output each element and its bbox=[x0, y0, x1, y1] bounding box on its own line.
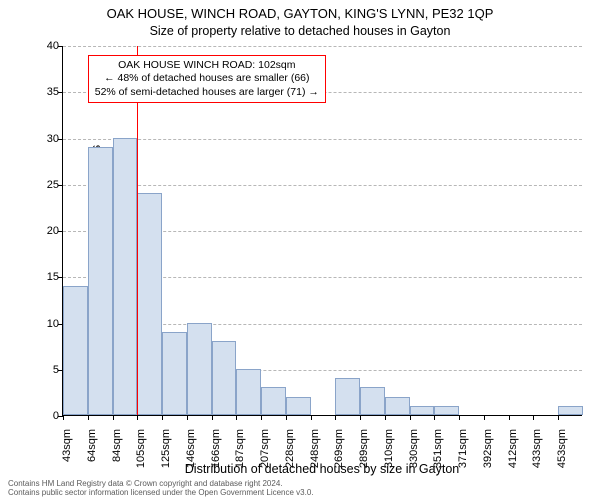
x-tick-mark bbox=[459, 415, 460, 420]
y-tick-label: 40 bbox=[47, 40, 59, 52]
x-axis-label: Distribution of detached houses by size … bbox=[62, 462, 582, 476]
histogram-bar bbox=[137, 193, 162, 415]
x-tick-mark bbox=[484, 415, 485, 420]
chart-subtitle: Size of property relative to detached ho… bbox=[0, 24, 600, 38]
x-tick-mark bbox=[212, 415, 213, 420]
histogram-bar bbox=[63, 286, 88, 416]
y-tick-label: 15 bbox=[47, 271, 59, 283]
x-tick-mark bbox=[558, 415, 559, 420]
x-tick-mark bbox=[187, 415, 188, 420]
x-tick-mark bbox=[113, 415, 114, 420]
x-tick-mark bbox=[137, 415, 138, 420]
histogram-bar bbox=[558, 406, 583, 415]
x-tick-label: 64sqm bbox=[86, 424, 98, 462]
histogram-bar bbox=[162, 332, 187, 415]
chart-title: OAK HOUSE, WINCH ROAD, GAYTON, KING'S LY… bbox=[0, 6, 600, 21]
x-tick-mark bbox=[236, 415, 237, 420]
x-tick-mark bbox=[63, 415, 64, 420]
x-tick-mark bbox=[385, 415, 386, 420]
y-tick-label: 10 bbox=[47, 318, 59, 330]
gridline bbox=[63, 46, 582, 47]
x-tick-mark bbox=[335, 415, 336, 420]
x-tick-mark bbox=[509, 415, 510, 420]
histogram-bar bbox=[261, 387, 286, 415]
histogram-bar bbox=[410, 406, 435, 415]
gridline bbox=[63, 185, 582, 186]
x-tick-label: 84sqm bbox=[111, 424, 123, 462]
y-tick-label: 0 bbox=[53, 410, 59, 422]
gridline bbox=[63, 139, 582, 140]
histogram-bar bbox=[88, 147, 113, 415]
histogram-bar bbox=[360, 387, 385, 415]
callout-line-3: 52% of semi-detached houses are larger (… bbox=[95, 86, 319, 99]
plot-area: 051015202530354043sqm64sqm84sqm105sqm125… bbox=[62, 46, 582, 416]
footer-line-2: Contains public sector information licen… bbox=[8, 488, 314, 497]
x-tick-mark bbox=[533, 415, 534, 420]
histogram-bar bbox=[335, 378, 360, 415]
y-tick-label: 20 bbox=[47, 225, 59, 237]
histogram-bar bbox=[113, 138, 138, 416]
footer-line-1: Contains HM Land Registry data © Crown c… bbox=[8, 479, 314, 488]
histogram-bar bbox=[385, 397, 410, 416]
x-tick-mark bbox=[434, 415, 435, 420]
callout-line-1: OAK HOUSE WINCH ROAD: 102sqm bbox=[95, 59, 319, 72]
x-tick-label: 43sqm bbox=[61, 424, 73, 462]
x-tick-mark bbox=[410, 415, 411, 420]
histogram-bar bbox=[434, 406, 459, 415]
x-tick-mark bbox=[162, 415, 163, 420]
footer-attribution: Contains HM Land Registry data © Crown c… bbox=[8, 479, 314, 497]
x-tick-mark bbox=[360, 415, 361, 420]
x-tick-mark bbox=[286, 415, 287, 420]
histogram-bar bbox=[236, 369, 261, 415]
histogram-bar bbox=[286, 397, 311, 416]
y-tick-label: 5 bbox=[53, 364, 59, 376]
histogram-bar bbox=[212, 341, 237, 415]
x-tick-mark bbox=[311, 415, 312, 420]
callout-line-2: ← 48% of detached houses are smaller (66… bbox=[95, 72, 319, 85]
property-callout: OAK HOUSE WINCH ROAD: 102sqm← 48% of det… bbox=[88, 55, 326, 102]
histogram-bar bbox=[187, 323, 212, 416]
y-tick-label: 30 bbox=[47, 133, 59, 145]
y-tick-label: 35 bbox=[47, 86, 59, 98]
x-tick-mark bbox=[88, 415, 89, 420]
x-tick-mark bbox=[261, 415, 262, 420]
y-tick-label: 25 bbox=[47, 179, 59, 191]
